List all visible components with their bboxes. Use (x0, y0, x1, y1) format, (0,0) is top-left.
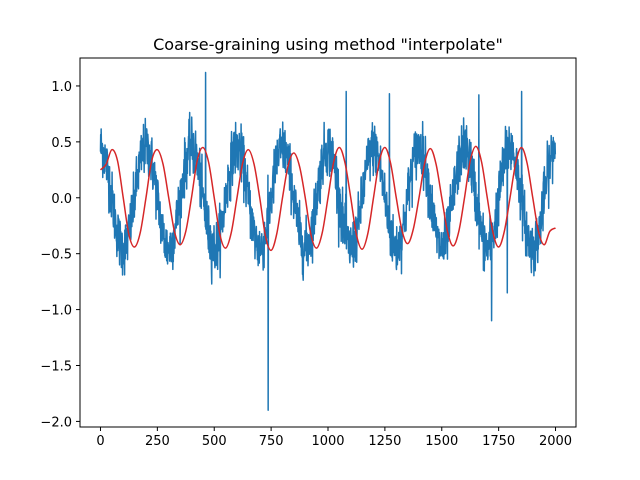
y-axis: 1.0 0.5 0.0 −0.5 −1.0 −1.5 −2.0 (40, 80, 80, 430)
y-tick-label: −2.0 (40, 415, 72, 430)
x-axis: 0 250 500 750 1000 1250 1500 1750 2000 (96, 427, 572, 449)
y-tick-label: 0.0 (51, 192, 72, 207)
x-tick-label: 750 (259, 434, 284, 449)
coarse-grained-line (99, 145, 556, 252)
raw-signal-line (99, 71, 557, 411)
y-tick-label: −1.5 (40, 360, 72, 375)
x-tick-label: 1250 (368, 434, 401, 449)
x-tick-label: 1500 (425, 434, 458, 449)
x-tick-label: 1000 (311, 434, 344, 449)
y-tick-label: −1.0 (40, 304, 72, 319)
chart-title: Coarse-graining using method "interpolat… (153, 35, 503, 54)
x-tick-label: 500 (202, 434, 227, 449)
x-tick-label: 1750 (482, 434, 515, 449)
x-tick-label: 0 (96, 434, 104, 449)
x-tick-label: 2000 (539, 434, 572, 449)
y-tick-label: −0.5 (40, 248, 72, 263)
plot-area (99, 71, 557, 411)
y-tick-label: 0.5 (51, 136, 72, 151)
y-tick-label: 1.0 (51, 80, 72, 95)
x-tick-label: 250 (145, 434, 170, 449)
